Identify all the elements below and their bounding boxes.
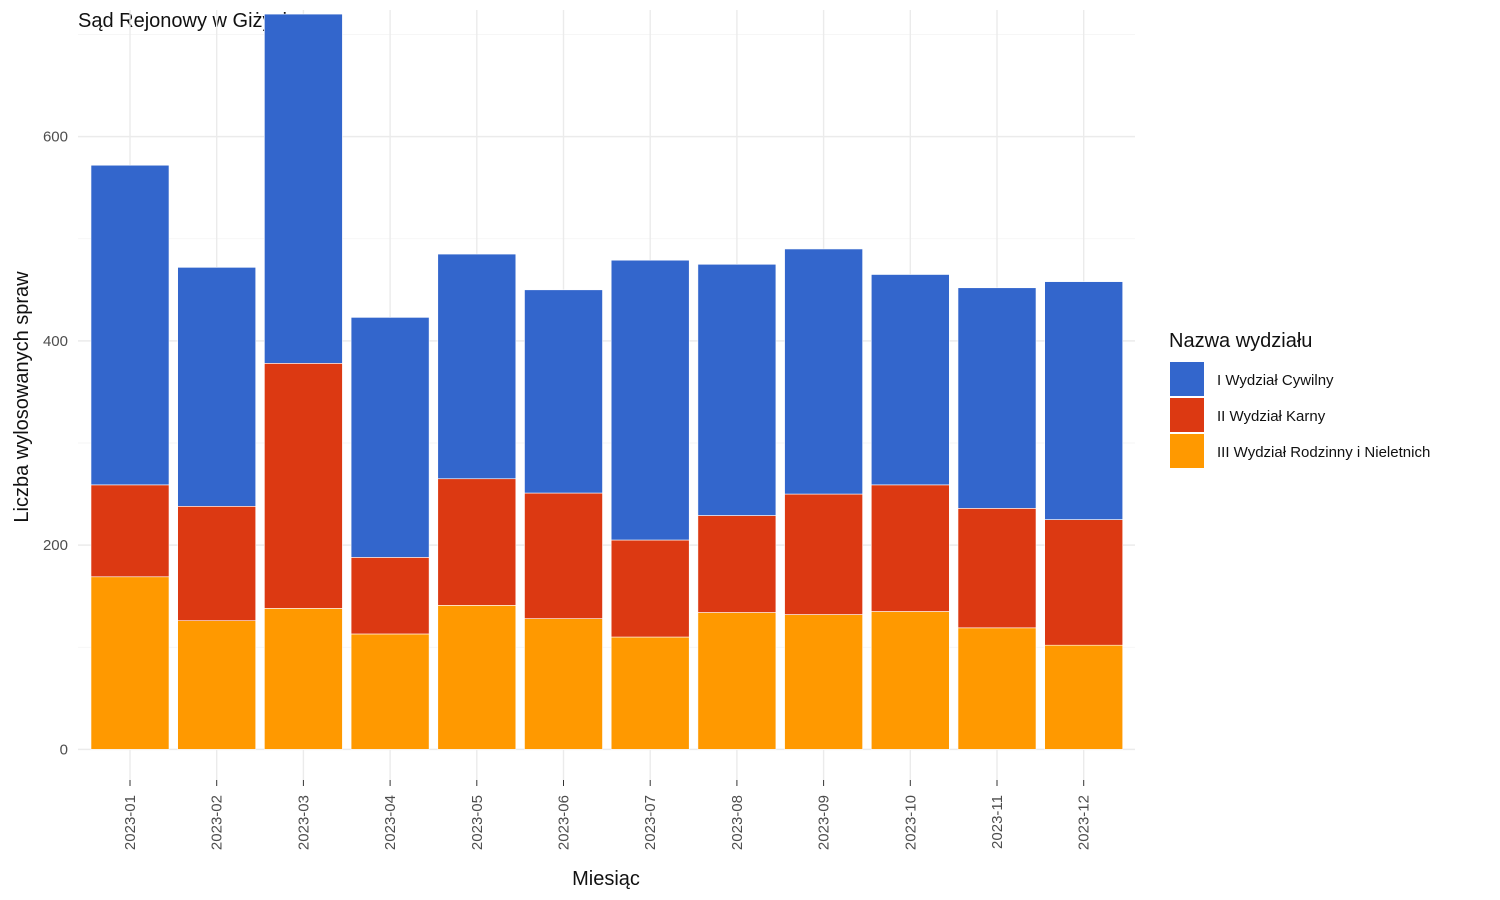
x-tick-label: 2023-04	[382, 795, 399, 850]
x-tick-label: 2023-10	[902, 795, 919, 850]
x-tick-label: 2023-06	[556, 795, 573, 850]
bar-segment	[437, 605, 517, 750]
legend-label: III Wydział Rodzinny i Nieletnich	[1217, 444, 1430, 461]
legend-label: II Wydział Karny	[1217, 408, 1326, 425]
bar-segment	[524, 492, 603, 619]
x-tick-label: 2023-01	[122, 795, 139, 850]
bar-segment	[784, 614, 863, 750]
bar-segment	[957, 287, 1037, 509]
y-tick-label: 400	[43, 333, 68, 350]
y-axis: 0 200 400 600	[43, 129, 68, 759]
x-axis: 2023-01 2023-02 2023-03 2023-04 2023-05 2023-…	[122, 780, 1093, 850]
legend-swatch	[1170, 434, 1204, 468]
bar-segment	[350, 317, 430, 558]
bar-segment	[437, 253, 517, 480]
bar-segment	[437, 478, 517, 606]
y-axis-title: Liczba wylosowanych spraw	[11, 271, 33, 523]
bar-segment	[177, 620, 257, 750]
bar-segment	[350, 557, 430, 635]
bar-segment	[784, 248, 863, 495]
bar-segment	[697, 263, 777, 516]
bar-segment	[177, 506, 257, 621]
bar-segment	[870, 484, 950, 612]
bar-segment	[264, 608, 343, 750]
chart-title: Sąd Rejonowy w Giżycku	[78, 10, 304, 32]
bar-segment	[90, 484, 170, 578]
bar-segment	[1044, 519, 1124, 646]
bar-segment	[524, 289, 603, 494]
bar-segment	[957, 508, 1037, 629]
x-tick-label: 2023-07	[642, 795, 659, 850]
x-tick-label: 2023-05	[469, 795, 486, 850]
bar-segment	[264, 363, 343, 609]
bar-segment	[524, 618, 603, 750]
bar-segment	[697, 612, 777, 750]
legend-label: I Wydział Cywilny	[1217, 372, 1334, 389]
x-tick-label: 2023-12	[1076, 795, 1093, 850]
bar-segment	[264, 13, 343, 364]
y-tick-label: 0	[60, 741, 68, 758]
bar-segment	[610, 539, 690, 638]
legend-title: Nazwa wydziału	[1169, 330, 1312, 352]
bar-segment	[870, 611, 950, 750]
bar-segment	[1044, 644, 1124, 750]
bar-segment	[350, 633, 430, 750]
bar-segment	[90, 576, 170, 750]
x-tick-label: 2023-02	[209, 795, 226, 850]
x-tick-label: 2023-03	[295, 795, 312, 850]
x-tick-label: 2023-11	[989, 795, 1006, 849]
x-tick-label: 2023-09	[816, 795, 833, 850]
bar-segment	[177, 267, 257, 507]
bar-segment	[610, 259, 690, 541]
bar-segment	[610, 636, 690, 750]
bars	[90, 13, 1124, 750]
x-axis-title: Miesiąc	[572, 868, 640, 890]
bar-segment	[957, 627, 1037, 750]
bar-segment	[870, 274, 950, 486]
bar-segment	[90, 164, 170, 486]
bar-segment	[697, 515, 777, 613]
bar-segment	[1044, 281, 1124, 520]
legend: Nazwa wydziału I Wydział Cywilny II Wydzi…	[1169, 330, 1430, 468]
legend-swatch	[1170, 398, 1204, 432]
x-tick-label: 2023-08	[729, 795, 746, 850]
bar-segment	[784, 493, 863, 615]
legend-swatch	[1170, 362, 1204, 396]
y-tick-label: 600	[43, 129, 68, 146]
y-tick-label: 200	[43, 537, 68, 554]
